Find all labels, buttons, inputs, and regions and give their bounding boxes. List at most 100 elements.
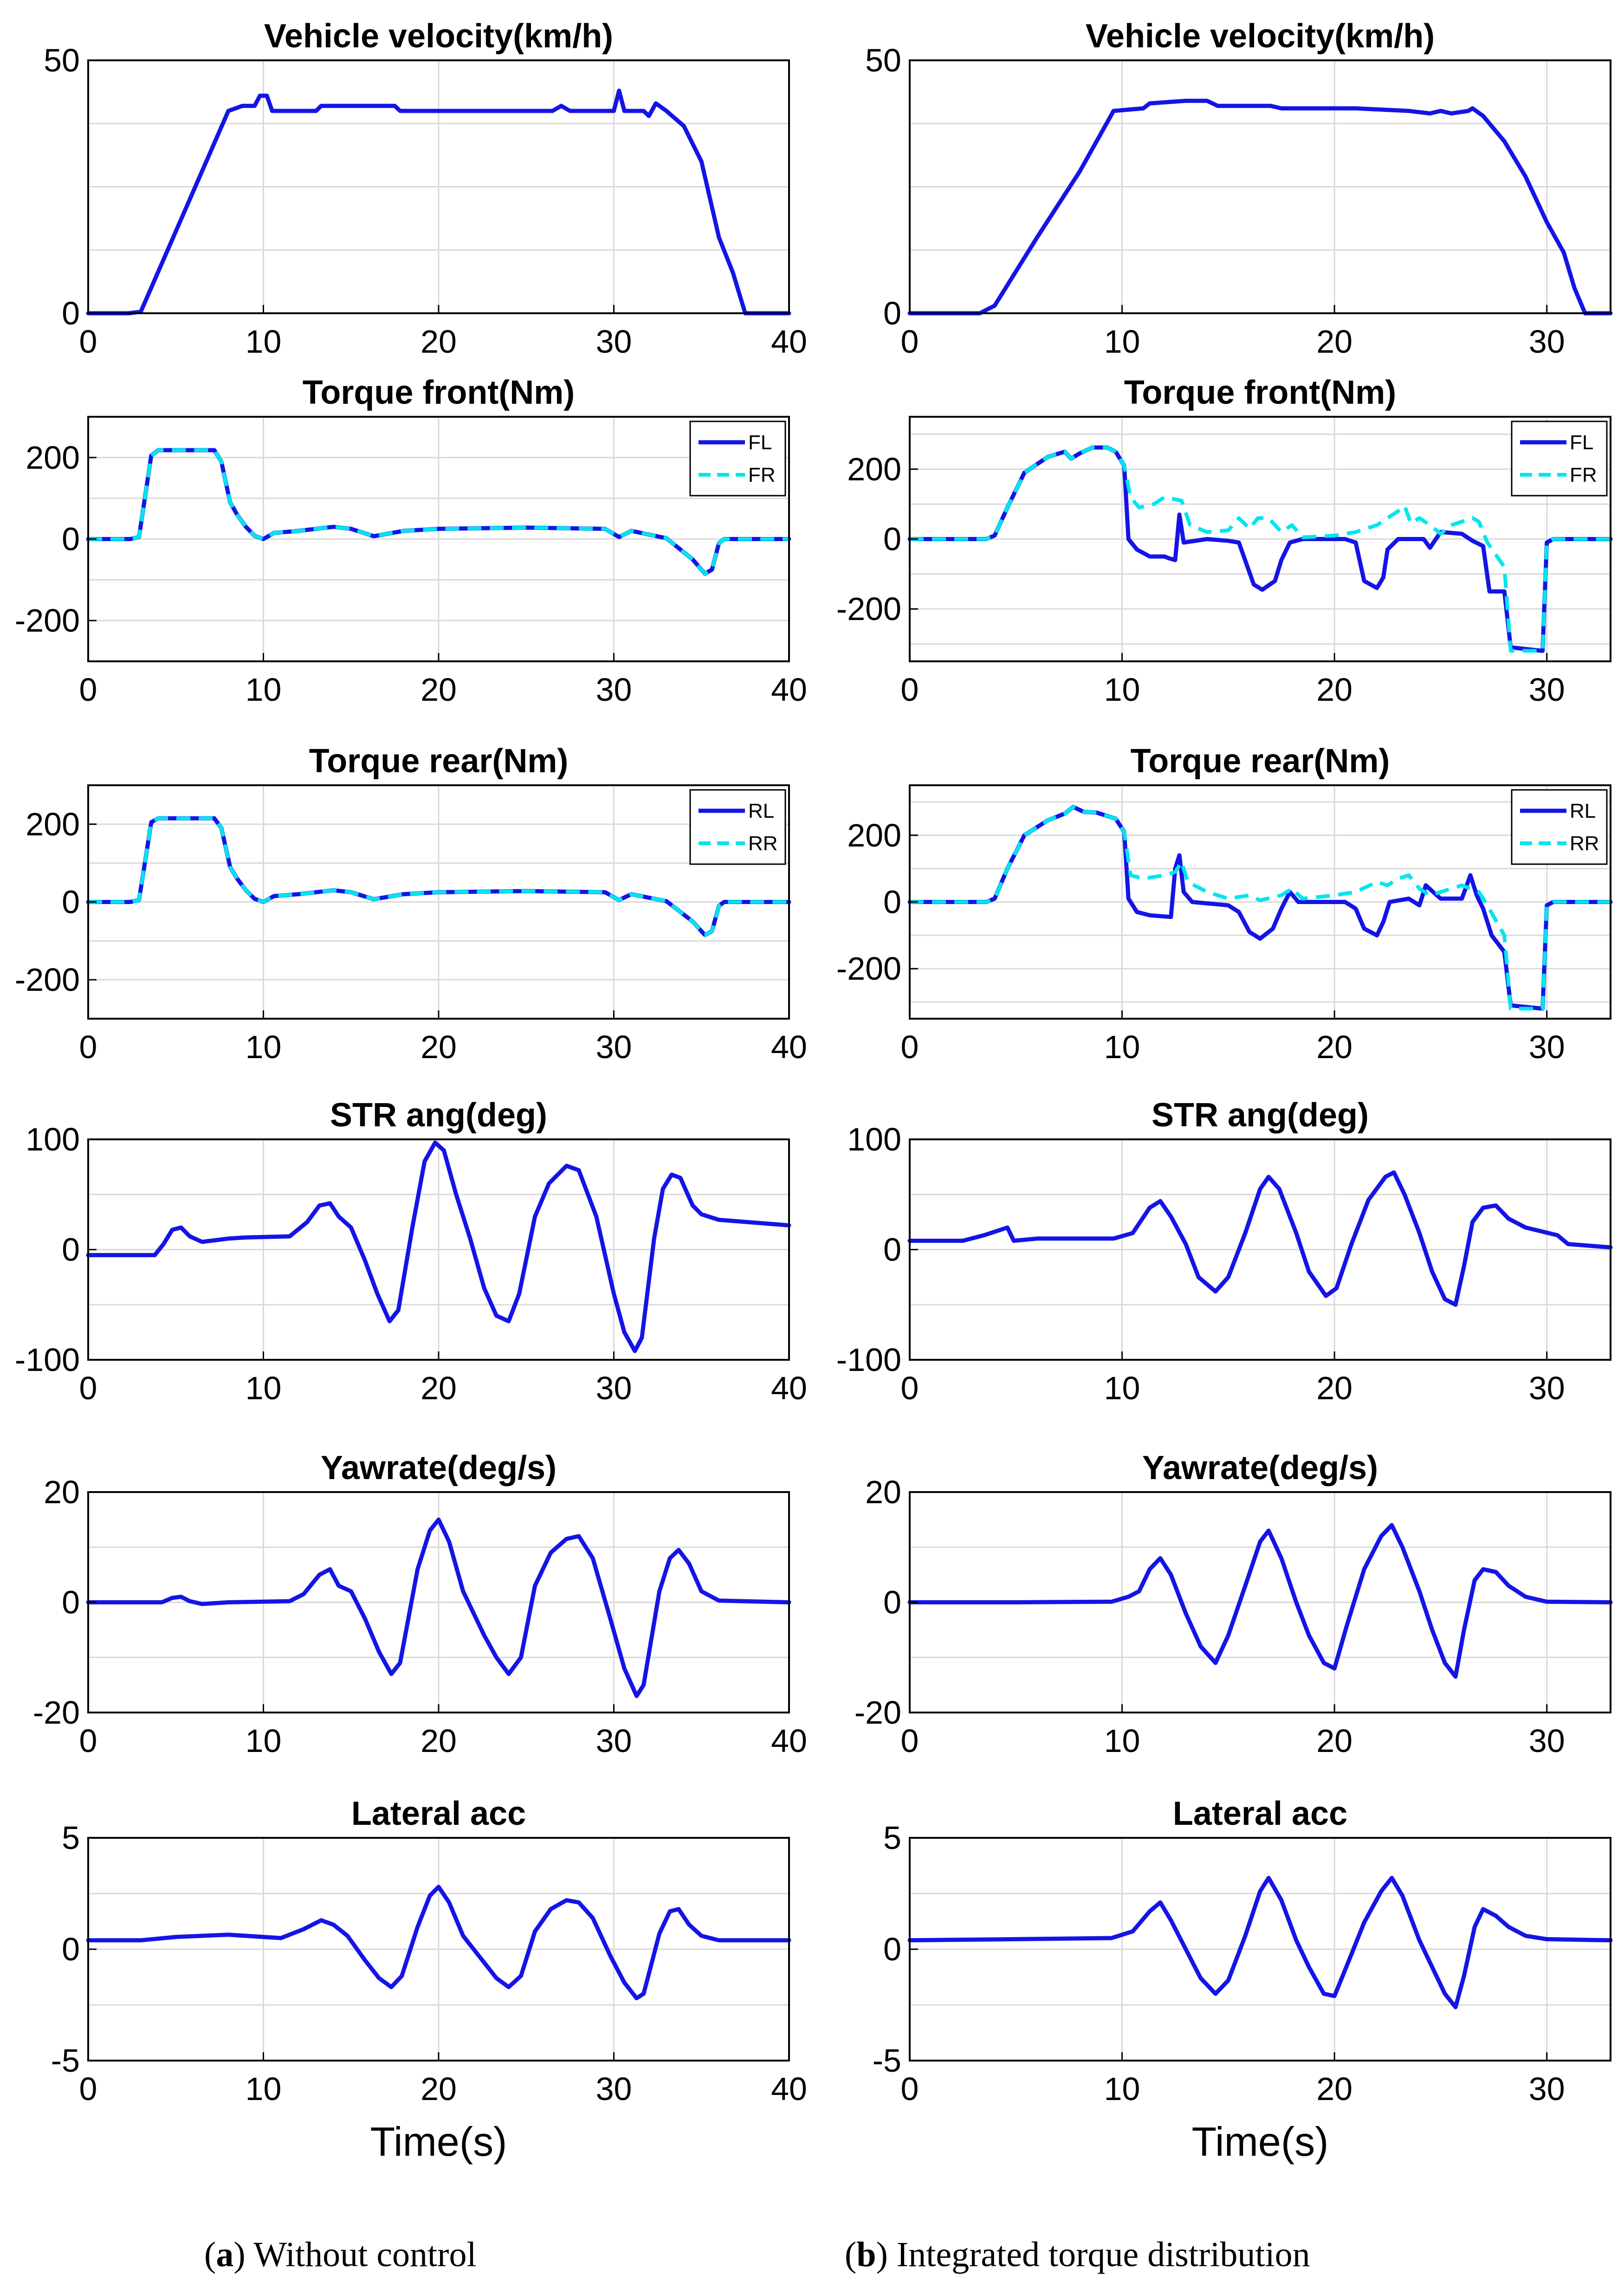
y-tick-label: 20 bbox=[44, 1474, 80, 1510]
x-tick-label: 10 bbox=[246, 1723, 282, 1759]
legend-box bbox=[1511, 789, 1608, 865]
x-tick-label: 30 bbox=[596, 1723, 632, 1759]
chart-a-tf: Torque front(Nm) 0 10 20 30 40 -200 0 200 FL FR bbox=[15, 374, 807, 708]
x-tick-label: 10 bbox=[1104, 2071, 1140, 2107]
legend-label-fl: FL bbox=[1570, 431, 1593, 454]
y-tick-label: 5 bbox=[883, 1820, 901, 1856]
x-tick-label: 20 bbox=[421, 672, 457, 708]
legend: FL FR bbox=[1511, 420, 1608, 497]
y-tick-label: -200 bbox=[15, 602, 80, 639]
x-tick-label: 40 bbox=[771, 1370, 807, 1406]
x-tick-label: 20 bbox=[1316, 1723, 1352, 1759]
series-line-yawrate bbox=[907, 1523, 1613, 1679]
y-tick-label: 0 bbox=[883, 884, 901, 920]
x-tick-label: 0 bbox=[901, 1723, 919, 1759]
x-tick-label: 20 bbox=[1316, 2071, 1352, 2107]
series-line-lateral-acc bbox=[907, 1875, 1613, 2010]
y-tick-label: 0 bbox=[883, 295, 901, 331]
x-tick-label: 30 bbox=[1529, 2071, 1565, 2107]
x-tick-label: 20 bbox=[421, 1370, 457, 1406]
x-tick-label: 40 bbox=[771, 2071, 807, 2107]
y-tick-label: 200 bbox=[26, 439, 80, 476]
x-tick-label: 10 bbox=[246, 1370, 282, 1406]
series-line-yawrate bbox=[86, 1517, 791, 1698]
x-tick-label: 10 bbox=[246, 1029, 282, 1065]
legend-label-rr: RR bbox=[1570, 832, 1599, 855]
caption-a: (a) Without control bbox=[204, 2235, 477, 2274]
series-line-fr bbox=[88, 448, 789, 576]
x-tick-label: 10 bbox=[246, 323, 282, 360]
legend: FL FR bbox=[689, 420, 786, 497]
caption-b-letter: b bbox=[856, 2235, 876, 2274]
chart-a-vel: Vehicle velocity(km/h) 0 10 20 30 40 0 50 bbox=[44, 18, 807, 360]
chart-title: Vehicle velocity(km/h) bbox=[1086, 18, 1435, 55]
x-tick-label: 0 bbox=[79, 672, 97, 708]
axes-frame bbox=[909, 59, 1611, 314]
series-line-fr bbox=[910, 446, 1611, 653]
x-tick-label: 40 bbox=[771, 672, 807, 708]
x-tick-label: 10 bbox=[1104, 1370, 1140, 1406]
chart-title: Torque front(Nm) bbox=[303, 374, 575, 411]
x-tick-label: 30 bbox=[1529, 672, 1565, 708]
y-tick-label: 0 bbox=[62, 521, 80, 557]
y-tick-label: 5 bbox=[62, 1820, 80, 1856]
y-tick-label: 100 bbox=[26, 1121, 80, 1157]
series-line-rr bbox=[910, 805, 1611, 1011]
legend: RL RR bbox=[689, 789, 786, 865]
series-line-rr bbox=[88, 816, 789, 937]
legend-label-rr: RR bbox=[748, 832, 778, 855]
x-tick-label: 0 bbox=[79, 2071, 97, 2107]
x-tick-label: 30 bbox=[1529, 323, 1565, 360]
x-tick-label: 0 bbox=[901, 1370, 919, 1406]
x-tick-label: 40 bbox=[771, 1029, 807, 1065]
x-tick-label: 0 bbox=[79, 323, 97, 360]
x-tick-label: 20 bbox=[421, 2071, 457, 2107]
x-axis-label: Time(s) bbox=[370, 2119, 507, 2165]
x-tick-label: 20 bbox=[1316, 323, 1352, 360]
y-tick-label: 20 bbox=[865, 1474, 901, 1510]
caption-a-letter: a bbox=[216, 2235, 234, 2274]
y-tick-label: 0 bbox=[883, 1931, 901, 1967]
caption-b: (b) Integrated torque distribution bbox=[845, 2235, 1310, 2274]
y-tick-label: -20 bbox=[854, 1694, 901, 1731]
y-tick-label: 0 bbox=[62, 1584, 80, 1621]
x-tick-label: 0 bbox=[901, 323, 919, 360]
legend-label-rl: RL bbox=[1570, 800, 1596, 822]
x-tick-label: 30 bbox=[1529, 1370, 1565, 1406]
y-tick-label: 0 bbox=[883, 1232, 901, 1268]
series-line-lateral-acc bbox=[86, 1885, 791, 2001]
x-tick-label: 30 bbox=[596, 323, 632, 360]
x-tick-label: 20 bbox=[421, 1029, 457, 1065]
y-tick-label: -200 bbox=[836, 950, 901, 987]
series-line-velocity bbox=[86, 88, 791, 316]
x-axis-label: Time(s) bbox=[1192, 2119, 1329, 2165]
x-tick-label: 30 bbox=[596, 2071, 632, 2107]
x-tick-label: 40 bbox=[771, 1723, 807, 1759]
legend-box bbox=[1511, 420, 1608, 497]
y-tick-label: 50 bbox=[865, 42, 901, 78]
x-tick-label: 30 bbox=[1529, 1723, 1565, 1759]
y-tick-label: -200 bbox=[15, 962, 80, 998]
chart-title: STR ang(deg) bbox=[330, 1097, 547, 1134]
legend-label-fr: FR bbox=[1570, 464, 1597, 486]
chart-title: Vehicle velocity(km/h) bbox=[264, 18, 613, 55]
x-tick-label: 0 bbox=[901, 2071, 919, 2107]
y-tick-label: -200 bbox=[836, 591, 901, 627]
legend: RL RR bbox=[1511, 789, 1608, 865]
x-tick-label: 0 bbox=[79, 1029, 97, 1065]
y-tick-label: -20 bbox=[33, 1694, 80, 1731]
x-tick-label: 40 bbox=[771, 323, 807, 360]
x-tick-label: 10 bbox=[246, 672, 282, 708]
chart-b-tf: Torque front(Nm) 0 10 20 30 -200 0 200 FL FR bbox=[836, 374, 1613, 708]
x-tick-label: 30 bbox=[596, 672, 632, 708]
x-tick-label: 30 bbox=[596, 1370, 632, 1406]
x-tick-label: 10 bbox=[1104, 1029, 1140, 1065]
x-tick-label: 20 bbox=[421, 1723, 457, 1759]
caption-a-text: Without control bbox=[253, 2235, 477, 2274]
chart-title: Torque front(Nm) bbox=[1124, 374, 1397, 411]
chart-title: Yawrate(deg/s) bbox=[1142, 1449, 1378, 1487]
